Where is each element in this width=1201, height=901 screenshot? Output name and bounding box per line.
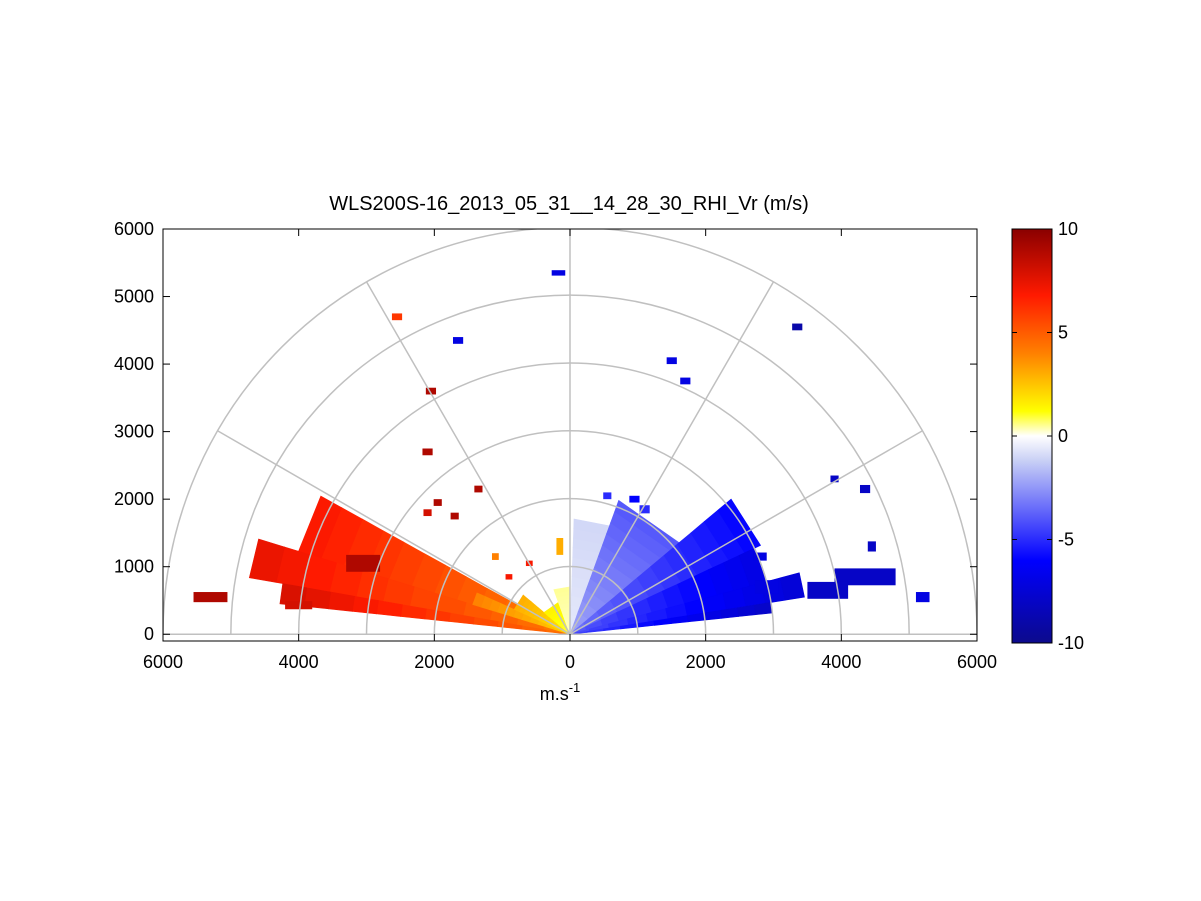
velocity-gate: [285, 601, 313, 610]
range-ring: [163, 229, 977, 635]
y-tick-label: 4000: [114, 354, 154, 374]
azimuth-spoke: [569, 281, 775, 635]
velocity-sector-gate: [472, 592, 486, 608]
velocity-gate: [754, 580, 779, 594]
velocity-gate: [834, 568, 896, 586]
x-tick-label: 6000: [143, 652, 183, 672]
chart-title: WLS200S-16_2013_05_31__14_28_30_RHI_Vr (…: [329, 193, 809, 215]
y-tick-label: 3000: [114, 422, 154, 442]
velocity-gate: [807, 581, 849, 599]
x-tick-label: 0: [565, 652, 575, 672]
velocity-gate: [556, 538, 564, 555]
velocity-gate: [505, 574, 513, 580]
x-tick-label: 6000: [957, 652, 997, 672]
velocity-gate: [491, 553, 499, 560]
colorbar-tick-label: 0: [1058, 426, 1068, 446]
y-tick-label: 6000: [114, 219, 154, 239]
colorbar-tick-label: 10: [1058, 219, 1078, 239]
velocity-gate: [666, 357, 677, 365]
x-tick-label: 2000: [686, 652, 726, 672]
velocity-gate: [867, 541, 876, 552]
velocity-gate: [680, 377, 691, 385]
x-tick-label: 4000: [279, 652, 319, 672]
plot-axes: 6000 4000 2000 0 2000 4000 6000 0 1000 2000 3000 4…: [114, 219, 997, 704]
velocity-sector-gate: [248, 538, 285, 583]
y-tick-label: 1000: [114, 557, 154, 577]
velocity-gate: [425, 387, 437, 395]
colorbar-ticks: 10 5 0 -5 -10: [1012, 219, 1084, 653]
x-axis-label-base: m.s: [540, 684, 569, 704]
velocity-gate: [915, 592, 930, 603]
velocity-gate: [551, 270, 566, 276]
velocity-gate: [792, 323, 803, 331]
x-axis-label-exponent: -1: [569, 680, 581, 695]
y-tick-label: 0: [144, 624, 154, 644]
velocity-gate: [629, 495, 640, 503]
azimuth-spoke: [217, 430, 571, 635]
velocity-gate: [859, 484, 871, 494]
azimuth-spoke: [365, 281, 571, 635]
colorbar-tick-label: 5: [1058, 323, 1068, 343]
colorbar-tick-label: -5: [1058, 530, 1074, 550]
velocity-gate: [346, 554, 381, 572]
polar-grid: [163, 229, 977, 635]
velocity-gate: [603, 492, 612, 500]
y-tick-label: 5000: [114, 287, 154, 307]
velocity-gate: [639, 505, 650, 514]
velocity-gate: [830, 475, 839, 483]
azimuth-spoke: [569, 430, 923, 635]
velocity-gate: [422, 448, 433, 456]
colorbar-gradient: [1011, 228, 1053, 644]
velocity-gate: [423, 509, 432, 517]
x-tick-label: 2000: [414, 652, 454, 672]
colorbar-tick-label: -10: [1058, 633, 1084, 653]
x-axis: 6000 4000 2000 0 2000 4000 6000: [143, 229, 997, 672]
velocity-gate: [474, 485, 483, 493]
x-axis-label: m.s-1: [540, 680, 581, 704]
y-axis: 0 1000 2000 3000 4000 5000 6000: [114, 219, 977, 644]
velocity-gate: [452, 337, 464, 344]
velocity-gate: [753, 552, 767, 561]
y-tick-label: 2000: [114, 489, 154, 509]
velocity-sector-gate: [779, 572, 805, 601]
colorbar: 10 5 0 -5 -10: [1011, 219, 1084, 653]
x-tick-label: 4000: [821, 652, 861, 672]
velocity-gate: [433, 499, 442, 506]
velocity-gate: [450, 512, 459, 520]
velocity-gate: [391, 313, 403, 321]
velocity-gate: [193, 592, 228, 603]
